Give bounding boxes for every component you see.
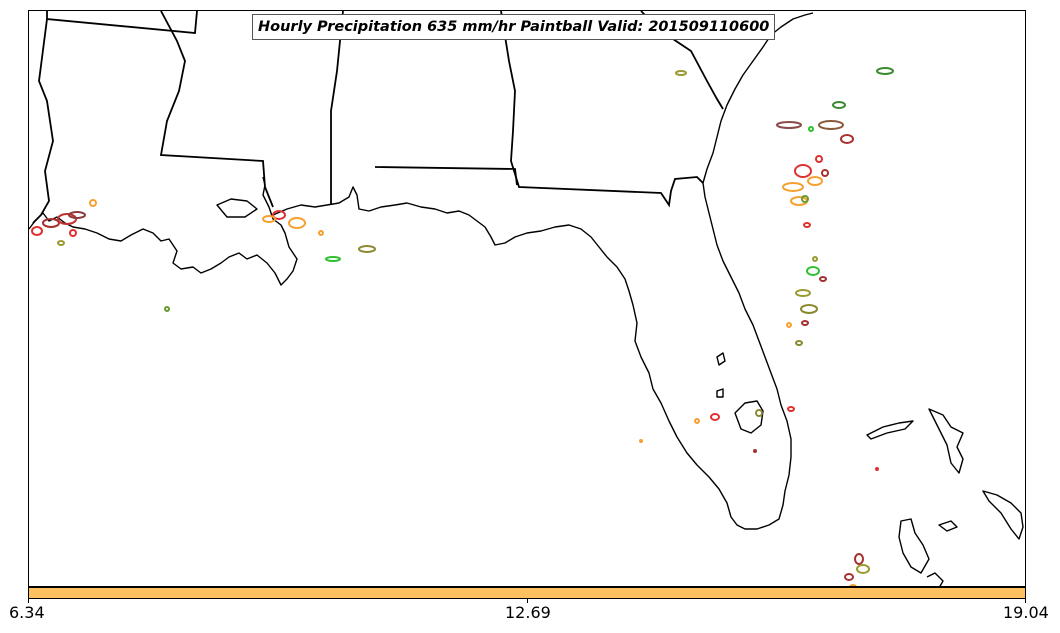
colorbar-tick-label-mid: 12.69 xyxy=(505,603,551,622)
colorbar-tick-label-max: 19.04 xyxy=(1003,603,1049,622)
map-title: Hourly Precipitation 635 mm/hr Paintball… xyxy=(252,14,776,40)
map-canvas xyxy=(29,11,1024,586)
colorbar-tick-mark-max xyxy=(1025,599,1026,603)
coastlines xyxy=(29,12,1024,586)
colorbar-tick-label-min: 6.34 xyxy=(9,603,45,622)
precipitation-paintballs xyxy=(31,67,894,586)
colorbar xyxy=(28,587,1026,599)
state-boundaries xyxy=(32,11,724,224)
colorbar-tick-mark-mid xyxy=(527,599,528,603)
map-frame xyxy=(28,10,1026,587)
colorbar-tick-mark-min xyxy=(28,599,29,603)
